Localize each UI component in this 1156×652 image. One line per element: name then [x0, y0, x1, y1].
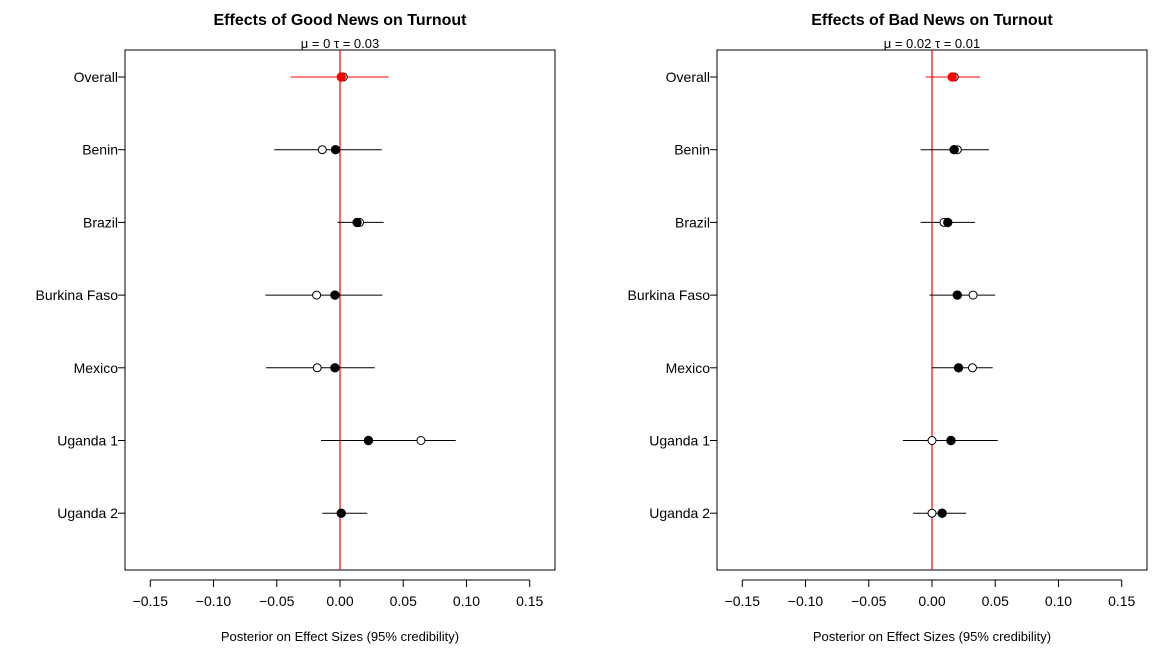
- x-axis-title: Posterior on Effect Sizes (95% credibili…: [813, 629, 1051, 644]
- posterior-mean-point: [330, 290, 340, 300]
- posterior-mean-point: [330, 363, 340, 373]
- x-tick-label: 0.00: [918, 593, 945, 609]
- bad-news-forest-plot: Effects of Bad News on Turnout μ = 0.02 τ…: [628, 12, 1148, 644]
- category-label: Burkina Faso: [36, 287, 119, 303]
- category-label: Uganda 2: [649, 505, 710, 521]
- posterior-mean-point: [943, 217, 953, 228]
- posterior-mean-point: [336, 508, 346, 518]
- chart-subtitle: μ = 0 τ = 0.03: [301, 36, 379, 51]
- observed-estimate-point: [927, 436, 937, 445]
- x-tick-label: −0.15: [725, 593, 761, 609]
- x-tick-label: −0.10: [788, 593, 824, 609]
- x-tick-label: 0.10: [453, 593, 480, 609]
- posterior-mean-point: [949, 145, 959, 155]
- x-tick-label: −0.10: [196, 593, 232, 609]
- posterior-mean-point: [363, 435, 374, 446]
- category-label: Mexico: [74, 360, 119, 376]
- category-label: Brazil: [83, 214, 118, 230]
- chart-subtitle: μ = 0.02 τ = 0.01: [884, 36, 980, 51]
- x-tick-label: 0.10: [1045, 593, 1072, 609]
- category-label: Brazil: [675, 214, 710, 230]
- x-tick-label: −0.05: [259, 593, 295, 609]
- category-label: Benin: [82, 142, 118, 158]
- category-label: Mexico: [666, 360, 711, 376]
- observed-estimate-point: [312, 290, 322, 300]
- chart-title: Effects of Bad News on Turnout: [811, 12, 1053, 29]
- posterior-mean-point: [952, 290, 962, 300]
- observed-estimate-point: [968, 290, 978, 300]
- category-label: Uganda 1: [57, 433, 118, 449]
- x-tick-label: −0.05: [851, 593, 887, 609]
- posterior-mean-point: [946, 435, 956, 446]
- observed-estimate-point: [416, 436, 426, 445]
- x-axis-title: Posterior on Effect Sizes (95% credibili…: [221, 629, 459, 644]
- x-tick-label: 0.05: [982, 593, 1009, 609]
- x-tick-label: 0.00: [326, 593, 353, 609]
- posterior-mean-point: [937, 508, 947, 518]
- category-label: Burkina Faso: [628, 287, 711, 303]
- x-tick-label: 0.15: [1108, 593, 1135, 609]
- category-label: Overall: [74, 69, 118, 85]
- x-tick-label: −0.15: [133, 593, 169, 609]
- observed-estimate-point: [967, 363, 977, 373]
- category-label: Uganda 1: [649, 433, 710, 449]
- good-news-forest-plot: Effects of Good News on Turnout μ = 0 τ =…: [36, 12, 556, 644]
- overall-posterior-point: [336, 72, 346, 82]
- overall-posterior-point: [947, 72, 957, 82]
- posterior-mean-point: [352, 217, 362, 228]
- observed-estimate-point: [317, 145, 327, 155]
- category-label: Overall: [666, 69, 710, 85]
- category-label: Uganda 2: [57, 505, 118, 521]
- category-label: Benin: [674, 142, 710, 158]
- posterior-mean-point: [330, 145, 341, 155]
- chart-title: Effects of Good News on Turnout: [213, 12, 467, 29]
- x-tick-label: 0.05: [390, 593, 417, 609]
- x-tick-label: 0.15: [516, 593, 543, 609]
- observed-estimate-point: [927, 508, 937, 518]
- posterior-mean-point: [953, 363, 964, 373]
- observed-estimate-point: [312, 363, 322, 373]
